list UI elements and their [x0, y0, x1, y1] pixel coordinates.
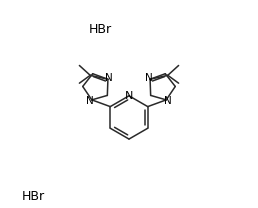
Text: HBr: HBr [22, 190, 45, 203]
Text: N: N [105, 73, 113, 83]
Text: N: N [164, 96, 172, 106]
Text: N: N [145, 73, 153, 83]
Text: N: N [125, 91, 133, 101]
Text: N: N [86, 96, 94, 106]
Text: HBr: HBr [89, 23, 112, 36]
